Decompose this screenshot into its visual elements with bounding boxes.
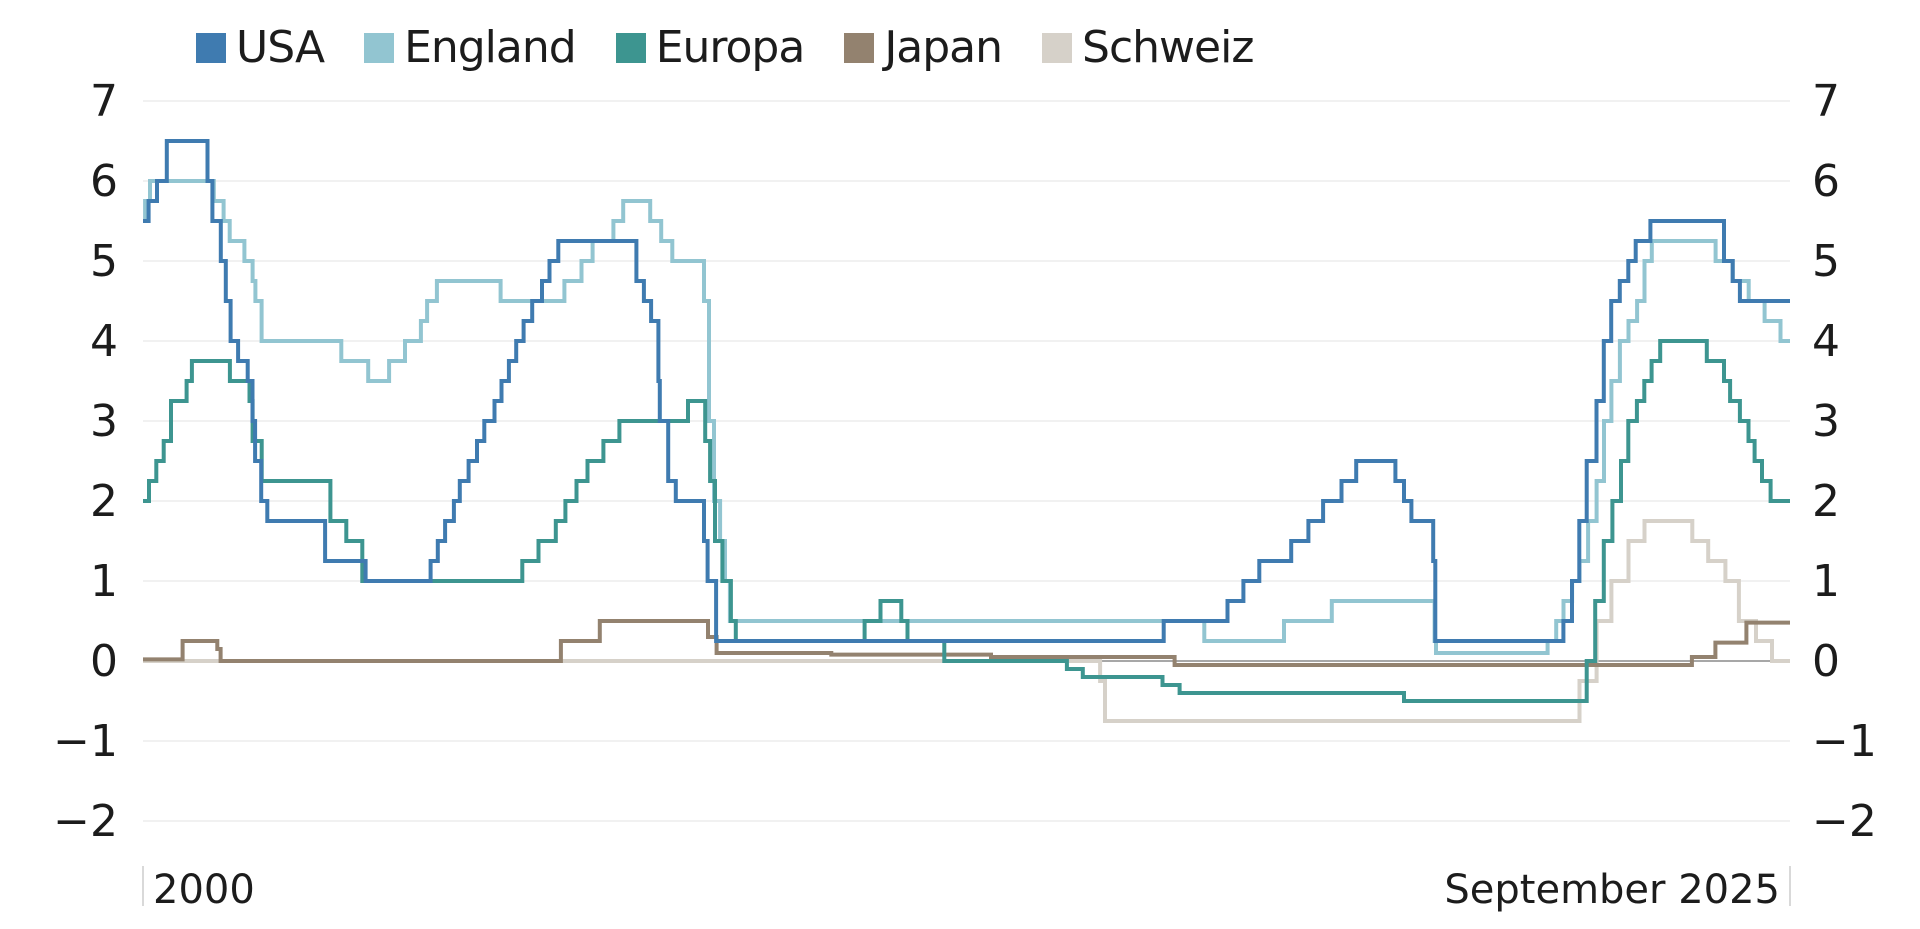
y-tick-left: 3 bbox=[90, 396, 118, 447]
y-tick-right: 1 bbox=[1812, 556, 1840, 607]
legend-item-europa: Europa bbox=[615, 22, 806, 73]
legend-label-england: England bbox=[404, 22, 577, 73]
y-tick-right: −2 bbox=[1812, 796, 1877, 847]
y-tick-left: 6 bbox=[90, 156, 118, 207]
series-line-england bbox=[143, 179, 1790, 655]
y-tick-left: 1 bbox=[90, 556, 118, 607]
x-axis: 2000 September 2025 bbox=[142, 866, 1791, 913]
y-tick-right: 4 bbox=[1812, 316, 1840, 367]
y-tick-right: 6 bbox=[1812, 156, 1840, 207]
legend-item-japan: Japan bbox=[844, 22, 1003, 73]
legend-swatch-japan bbox=[844, 33, 875, 63]
legend-item-schweiz: Schweiz bbox=[1042, 22, 1254, 73]
y-tick-left: 0 bbox=[90, 636, 118, 687]
legend-item-england: England bbox=[364, 22, 577, 73]
legend-item-usa: USA bbox=[196, 22, 325, 73]
legend-label-europa: Europa bbox=[655, 22, 806, 73]
chart-legend: USA England Europa Japan Schweiz bbox=[196, 18, 1254, 78]
y-tick-left: 2 bbox=[90, 476, 118, 527]
y-axis-right: 7 6 5 4 3 2 1 0 −1 −2 bbox=[1812, 76, 1877, 847]
y-tick-left: 5 bbox=[90, 236, 118, 287]
y-tick-right: 0 bbox=[1812, 636, 1840, 687]
x-axis-end-label: September 2025 bbox=[1444, 867, 1780, 913]
y-tick-left: 7 bbox=[90, 76, 118, 127]
y-tick-left: 4 bbox=[90, 316, 118, 367]
legend-label-japan: Japan bbox=[884, 22, 1003, 73]
legend-swatch-england bbox=[364, 33, 395, 63]
y-tick-right: 3 bbox=[1812, 396, 1840, 447]
series-line-japan bbox=[143, 619, 1790, 667]
y-tick-right: −1 bbox=[1812, 716, 1877, 767]
y-tick-left: −2 bbox=[53, 796, 118, 847]
series-line-usa bbox=[143, 139, 1790, 643]
legend-swatch-europa bbox=[615, 33, 646, 63]
legend-label-schweiz: Schweiz bbox=[1082, 22, 1254, 73]
legend-swatch-schweiz bbox=[1042, 33, 1073, 63]
y-tick-right: 2 bbox=[1812, 476, 1840, 527]
legend-label-usa: USA bbox=[236, 22, 325, 73]
gridlines bbox=[143, 100, 1790, 822]
y-tick-right: 7 bbox=[1812, 76, 1840, 127]
y-tick-right: 5 bbox=[1812, 236, 1840, 287]
y-tick-left: −1 bbox=[53, 716, 118, 767]
series-line-europa bbox=[143, 339, 1790, 703]
series-lines bbox=[143, 139, 1790, 723]
legend-swatch-usa bbox=[196, 33, 226, 63]
y-axis-left: 7 6 5 4 3 2 1 0 −1 −2 bbox=[53, 76, 118, 847]
x-axis-start-label: 2000 bbox=[153, 867, 255, 913]
